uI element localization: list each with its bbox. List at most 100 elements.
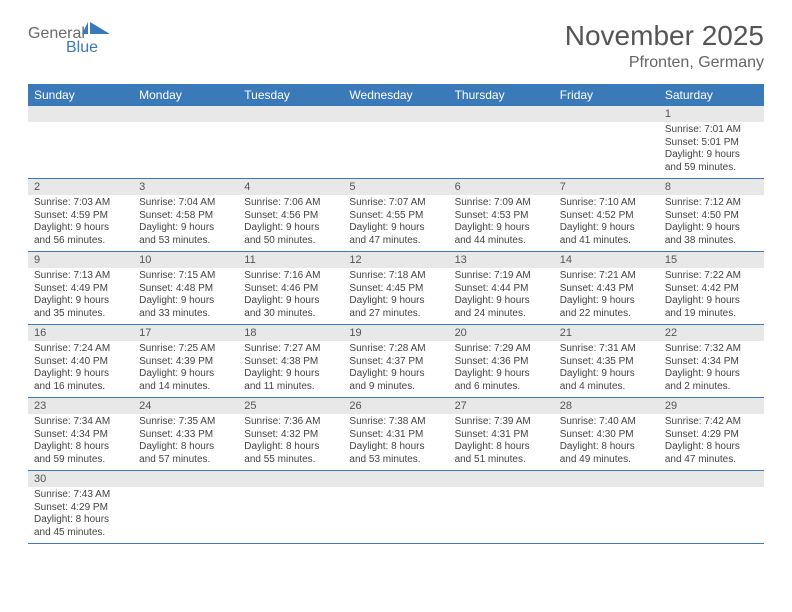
daylight-text: Daylight: 9 hours and 47 minutes. xyxy=(349,222,442,247)
day-body: Sunrise: 7:12 AMSunset: 4:50 PMDaylight:… xyxy=(659,195,764,251)
calendar-cell xyxy=(238,106,343,179)
sunset-text: Sunset: 4:42 PM xyxy=(665,283,758,296)
sunrise-text: Sunrise: 7:03 AM xyxy=(34,197,127,210)
calendar-cell: 29Sunrise: 7:42 AMSunset: 4:29 PMDayligh… xyxy=(659,398,764,471)
sunset-text: Sunset: 4:39 PM xyxy=(139,356,232,369)
calendar-cell: 4Sunrise: 7:06 AMSunset: 4:56 PMDaylight… xyxy=(238,179,343,252)
sunrise-text: Sunrise: 7:04 AM xyxy=(139,197,232,210)
calendar-week-row: 23Sunrise: 7:34 AMSunset: 4:34 PMDayligh… xyxy=(28,398,764,471)
day-number: 21 xyxy=(554,325,659,341)
day-body: Sunrise: 7:35 AMSunset: 4:33 PMDaylight:… xyxy=(133,414,238,470)
sunset-text: Sunset: 4:40 PM xyxy=(34,356,127,369)
daylight-text: Daylight: 8 hours and 45 minutes. xyxy=(34,514,127,539)
day-number: 19 xyxy=(343,325,448,341)
sunrise-text: Sunrise: 7:32 AM xyxy=(665,343,758,356)
day-number: 20 xyxy=(449,325,554,341)
day-number: 16 xyxy=(28,325,133,341)
sunrise-text: Sunrise: 7:15 AM xyxy=(139,270,232,283)
calendar-cell xyxy=(133,106,238,179)
daylight-text: Daylight: 8 hours and 53 minutes. xyxy=(349,441,442,466)
sunset-text: Sunset: 4:44 PM xyxy=(455,283,548,296)
calendar-week-row: 1Sunrise: 7:01 AMSunset: 5:01 PMDaylight… xyxy=(28,106,764,179)
day-header: Tuesday xyxy=(238,84,343,106)
day-body: Sunrise: 7:07 AMSunset: 4:55 PMDaylight:… xyxy=(343,195,448,251)
daylight-text: Daylight: 8 hours and 57 minutes. xyxy=(139,441,232,466)
calendar-cell: 3Sunrise: 7:04 AMSunset: 4:58 PMDaylight… xyxy=(133,179,238,252)
sunset-text: Sunset: 4:53 PM xyxy=(455,210,548,223)
calendar-cell: 22Sunrise: 7:32 AMSunset: 4:34 PMDayligh… xyxy=(659,325,764,398)
day-number xyxy=(133,471,238,487)
day-number: 14 xyxy=(554,252,659,268)
sunrise-text: Sunrise: 7:28 AM xyxy=(349,343,442,356)
daylight-text: Daylight: 9 hours and 27 minutes. xyxy=(349,295,442,320)
day-body: Sunrise: 7:03 AMSunset: 4:59 PMDaylight:… xyxy=(28,195,133,251)
logo-text-blue: Blue xyxy=(66,39,98,54)
day-body: Sunrise: 7:13 AMSunset: 4:49 PMDaylight:… xyxy=(28,268,133,324)
day-number: 11 xyxy=(238,252,343,268)
calendar-cell xyxy=(343,471,448,544)
daylight-text: Daylight: 9 hours and 16 minutes. xyxy=(34,368,127,393)
sunset-text: Sunset: 4:35 PM xyxy=(560,356,653,369)
sunrise-text: Sunrise: 7:13 AM xyxy=(34,270,127,283)
calendar-cell: 18Sunrise: 7:27 AMSunset: 4:38 PMDayligh… xyxy=(238,325,343,398)
day-header: Wednesday xyxy=(343,84,448,106)
day-number: 29 xyxy=(659,398,764,414)
day-number: 1 xyxy=(659,106,764,122)
sunset-text: Sunset: 4:31 PM xyxy=(349,429,442,442)
calendar-cell: 16Sunrise: 7:24 AMSunset: 4:40 PMDayligh… xyxy=(28,325,133,398)
daylight-text: Daylight: 9 hours and 14 minutes. xyxy=(139,368,232,393)
calendar-cell: 13Sunrise: 7:19 AMSunset: 4:44 PMDayligh… xyxy=(449,252,554,325)
daylight-text: Daylight: 9 hours and 44 minutes. xyxy=(455,222,548,247)
sunrise-text: Sunrise: 7:36 AM xyxy=(244,416,337,429)
calendar-cell: 26Sunrise: 7:38 AMSunset: 4:31 PMDayligh… xyxy=(343,398,448,471)
sunrise-text: Sunrise: 7:18 AM xyxy=(349,270,442,283)
day-number: 8 xyxy=(659,179,764,195)
sunset-text: Sunset: 4:30 PM xyxy=(560,429,653,442)
calendar-cell: 9Sunrise: 7:13 AMSunset: 4:49 PMDaylight… xyxy=(28,252,133,325)
daylight-text: Daylight: 8 hours and 51 minutes. xyxy=(455,441,548,466)
sunrise-text: Sunrise: 7:24 AM xyxy=(34,343,127,356)
day-body: Sunrise: 7:32 AMSunset: 4:34 PMDaylight:… xyxy=(659,341,764,397)
day-header: Friday xyxy=(554,84,659,106)
day-number: 23 xyxy=(28,398,133,414)
day-number xyxy=(343,106,448,122)
sunset-text: Sunset: 4:29 PM xyxy=(665,429,758,442)
calendar-cell: 30Sunrise: 7:43 AMSunset: 4:29 PMDayligh… xyxy=(28,471,133,544)
sail-icon xyxy=(90,22,110,34)
calendar-table: Sunday Monday Tuesday Wednesday Thursday… xyxy=(28,84,764,544)
sunset-text: Sunset: 4:43 PM xyxy=(560,283,653,296)
day-number: 6 xyxy=(449,179,554,195)
sunrise-text: Sunrise: 7:25 AM xyxy=(139,343,232,356)
calendar-cell: 12Sunrise: 7:18 AMSunset: 4:45 PMDayligh… xyxy=(343,252,448,325)
sunset-text: Sunset: 4:33 PM xyxy=(139,429,232,442)
daylight-text: Daylight: 8 hours and 59 minutes. xyxy=(34,441,127,466)
sunset-text: Sunset: 4:55 PM xyxy=(349,210,442,223)
day-body: Sunrise: 7:43 AMSunset: 4:29 PMDaylight:… xyxy=(28,487,133,543)
daylight-text: Daylight: 9 hours and 6 minutes. xyxy=(455,368,548,393)
day-body: Sunrise: 7:36 AMSunset: 4:32 PMDaylight:… xyxy=(238,414,343,470)
day-body: Sunrise: 7:34 AMSunset: 4:34 PMDaylight:… xyxy=(28,414,133,470)
sunset-text: Sunset: 4:38 PM xyxy=(244,356,337,369)
day-header: Monday xyxy=(133,84,238,106)
daylight-text: Daylight: 9 hours and 35 minutes. xyxy=(34,295,127,320)
calendar-cell xyxy=(343,106,448,179)
day-number: 17 xyxy=(133,325,238,341)
sunrise-text: Sunrise: 7:31 AM xyxy=(560,343,653,356)
sunset-text: Sunset: 4:58 PM xyxy=(139,210,232,223)
calendar-cell: 8Sunrise: 7:12 AMSunset: 4:50 PMDaylight… xyxy=(659,179,764,252)
calendar-cell: 21Sunrise: 7:31 AMSunset: 4:35 PMDayligh… xyxy=(554,325,659,398)
sunrise-text: Sunrise: 7:34 AM xyxy=(34,416,127,429)
daylight-text: Daylight: 8 hours and 47 minutes. xyxy=(665,441,758,466)
day-number: 15 xyxy=(659,252,764,268)
day-body: Sunrise: 7:24 AMSunset: 4:40 PMDaylight:… xyxy=(28,341,133,397)
calendar-cell xyxy=(238,471,343,544)
daylight-text: Daylight: 9 hours and 9 minutes. xyxy=(349,368,442,393)
sunset-text: Sunset: 5:01 PM xyxy=(665,137,758,150)
sunset-text: Sunset: 4:34 PM xyxy=(665,356,758,369)
calendar-cell: 14Sunrise: 7:21 AMSunset: 4:43 PMDayligh… xyxy=(554,252,659,325)
day-header: Sunday xyxy=(28,84,133,106)
sunset-text: Sunset: 4:49 PM xyxy=(34,283,127,296)
daylight-text: Daylight: 8 hours and 55 minutes. xyxy=(244,441,337,466)
logo: General Blue xyxy=(28,20,118,54)
day-number: 2 xyxy=(28,179,133,195)
